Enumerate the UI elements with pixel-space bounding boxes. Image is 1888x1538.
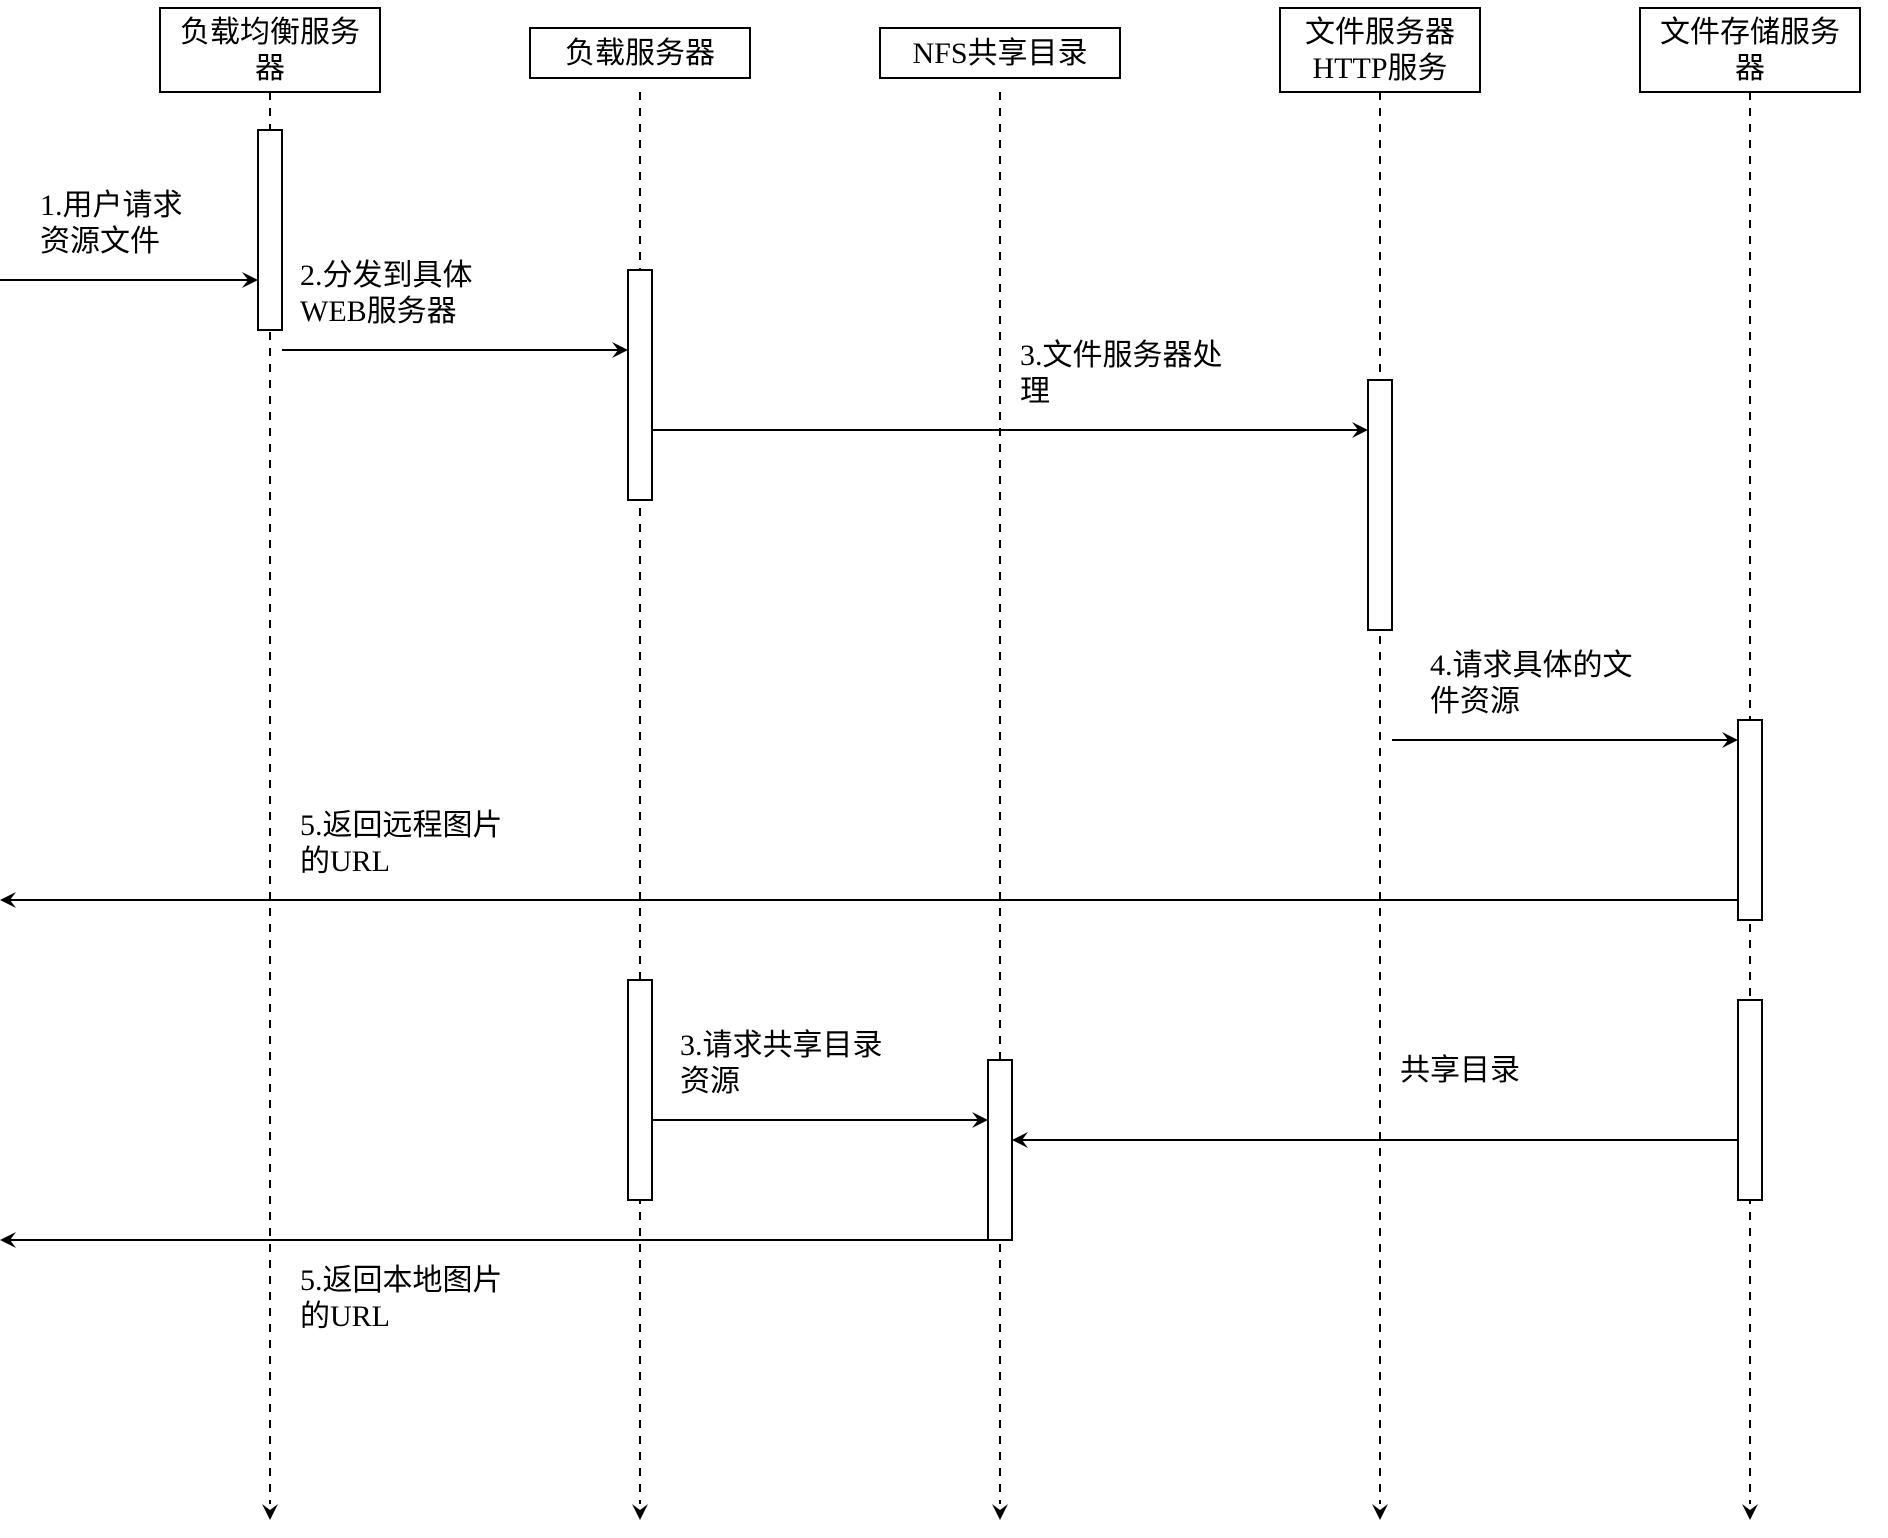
participant-label: 文件服务器 — [1305, 16, 1455, 49]
message-label: 5.返回本地图片 — [300, 1264, 503, 1297]
participant-label: 负载服务器 — [565, 37, 715, 70]
participant-label: 文件存储服务 — [1660, 16, 1840, 49]
lifeline-arrow-icon — [1372, 1504, 1388, 1520]
activation-bar — [1738, 1000, 1762, 1200]
message-label: 3.请求共享目录 — [680, 1029, 883, 1062]
lifeline-arrow-icon — [1742, 1504, 1758, 1520]
message-label: 5.返回远程图片 — [300, 809, 503, 842]
activation-bar — [628, 980, 652, 1200]
message-label: 1.用户请求 — [40, 189, 183, 222]
activation-bar — [1368, 380, 1392, 630]
participant-label: 负载均衡服务 — [180, 16, 360, 49]
message-label: 共享目录 — [1400, 1054, 1520, 1087]
participant-label: HTTP服务 — [1313, 52, 1448, 85]
lifeline-arrow-icon — [632, 1504, 648, 1520]
participant-label: 器 — [255, 52, 285, 85]
activation-bar — [628, 270, 652, 500]
message-label: 件资源 — [1430, 685, 1520, 718]
message-label: 2.分发到具体 — [300, 259, 473, 292]
message-label: 的URL — [300, 845, 390, 878]
sequence-diagram: 1.用户请求资源文件 2.分发到具体WEB服务器 3.文件服务器处理 4.请求具体的文… — [0, 0, 1888, 1538]
lifeline-arrow-icon — [992, 1504, 1008, 1520]
message-label: WEB服务器 — [300, 295, 457, 328]
lifeline-arrow-icon — [262, 1504, 278, 1520]
participant-label: NFS共享目录 — [912, 37, 1087, 70]
message-label: 理 — [1020, 375, 1050, 408]
message-label: 的URL — [300, 1300, 390, 1333]
message-label: 资源 — [680, 1065, 740, 1098]
participant-label: 器 — [1735, 52, 1765, 85]
message-label: 资源文件 — [40, 225, 160, 258]
activation-bar — [988, 1060, 1012, 1240]
message-label: 3.文件服务器处 — [1020, 339, 1223, 372]
activation-bar — [258, 130, 282, 330]
activation-bar — [1738, 720, 1762, 920]
message-label: 4.请求具体的文 — [1430, 649, 1633, 682]
